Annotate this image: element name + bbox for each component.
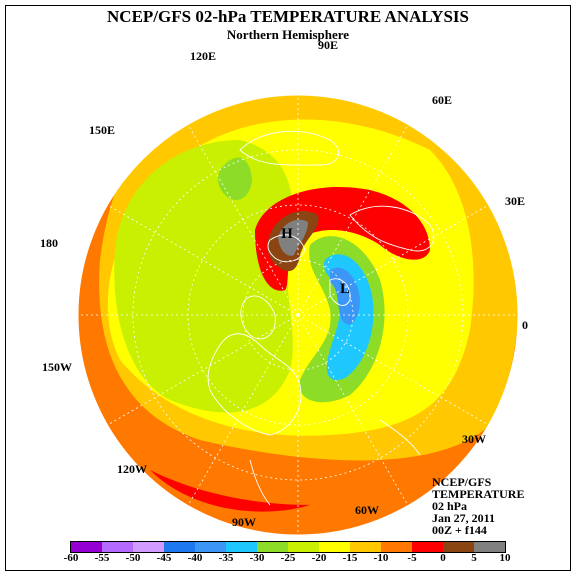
legend-swatch-8 [319,542,350,552]
legend-tick-4: -40 [187,552,203,564]
legend-tick-0: -60 [63,552,79,564]
legend-swatch-3 [164,542,195,552]
patch-red-edge [84,165,97,187]
legend-tick-6: -30 [249,552,265,564]
legend-tick-1: -55 [94,552,110,564]
meridian-line-1 [297,314,489,426]
page-title: NCEP/GFS 02-hPa TEMPERATURE ANALYSIS [107,7,469,26]
legend-tick-3: -45 [156,552,172,564]
plot-frame [5,5,571,571]
hemisphere-outline [77,94,519,536]
coastlines [207,130,435,506]
high-marker: H [281,226,293,242]
band-minus25 [114,140,293,413]
info-model: NCEP/GFS [432,475,492,489]
legend-tick-12: 0 [440,552,446,564]
legend-swatch-7 [288,542,319,552]
meridian-line-5 [107,314,299,426]
info-level: 02 hPa [432,499,468,513]
meridian-line-11 [297,204,489,316]
info-field: TEMPERATURE [432,487,525,501]
legend-swatch-6 [257,542,288,552]
legend-swatch-11 [412,542,443,552]
legend-tick-2: -50 [125,552,141,564]
legend-swatch-10 [381,542,412,552]
info-forecast: 00Z + f144 [432,523,487,537]
lon-label-0: 0 [522,318,528,332]
patch-red-bottom [150,470,310,512]
lat-lon-grid [78,95,518,535]
legend-swatch-4 [195,542,226,552]
lon-label-150w: 150W [42,360,72,374]
legend-tick-7: -25 [280,552,296,564]
legend-tick-14: 10 [499,552,511,564]
legend-tick-5: -35 [218,552,234,564]
run-info: NCEP/GFS TEMPERATURE 02 hPa Jan 27, 2011… [432,476,524,536]
patch-minus30-a [217,157,252,200]
lon-label-60w: 60W [355,503,379,517]
legend-tick-9: -15 [342,552,358,564]
meridian-line-4 [187,314,299,506]
legend-swatch-12 [443,542,474,552]
lon-label-90w: 90W [232,515,256,529]
lon-label-90e: 90E [318,38,339,52]
lon-label-180: 180 [40,236,58,250]
meridian-line-10 [297,124,409,316]
lon-label-30e: 30E [505,194,526,208]
legend-tick-11: -5 [407,552,417,564]
legend-swatch-1 [102,542,133,552]
legend-tick-10: -10 [373,552,389,564]
info-date: Jan 27, 2011 [432,511,496,525]
low-marker: L [340,281,350,297]
legend-swatch-5 [226,542,257,552]
lon-label-120w: 120W [117,462,147,476]
lon-label-150e: 150E [89,123,116,137]
lon-label-120e: 120E [190,49,217,63]
meridian-line-2 [297,314,409,506]
legend-swatch-9 [350,542,381,552]
color-legend [70,541,506,553]
legend-swatch-2 [133,542,164,552]
meridian-line-8 [187,124,299,316]
meridian-line-7 [107,204,299,316]
legend-swatch-0 [71,542,102,552]
legend-swatch-13 [474,542,505,552]
band-five [278,219,308,256]
lon-label-30w: 30W [462,432,486,446]
legend-tick-8: -20 [311,552,327,564]
lon-label-60e: 60E [432,93,453,107]
legend-tick-13: 5 [471,552,477,564]
page-subtitle: Northern Hemisphere [226,27,350,42]
